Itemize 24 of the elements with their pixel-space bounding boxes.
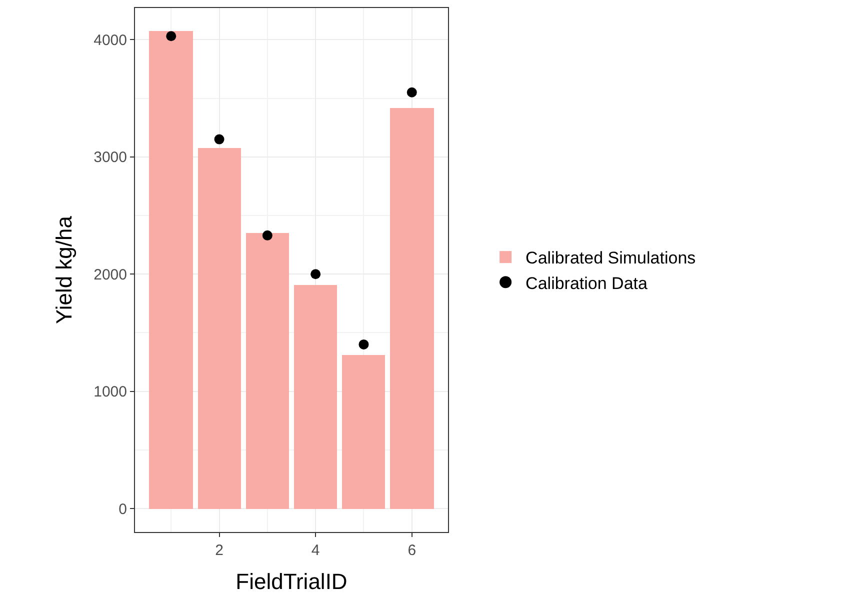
bar [294, 285, 337, 509]
x-tick-label: 2 [215, 542, 224, 559]
point [358, 339, 369, 350]
x-axis-title: FieldTrialID [236, 568, 348, 594]
point [310, 269, 321, 280]
point [166, 31, 176, 42]
bar [198, 148, 241, 509]
y-tick-label: 1000 [94, 384, 127, 401]
legend-label: Calibrated Simulations [526, 248, 696, 268]
y-tick-label: 4000 [94, 32, 127, 49]
legend-label: Calibration Data [526, 274, 648, 293]
y-axis-title: Yield kg/ha [51, 215, 76, 324]
y-tick-label: 2000 [94, 266, 127, 284]
bar [246, 233, 289, 509]
point [262, 230, 272, 240]
bar [342, 355, 385, 509]
x-tick-label: 6 [408, 542, 416, 559]
bar [390, 108, 434, 509]
y-tick-label: 0 [118, 500, 127, 518]
point [214, 134, 224, 144]
bar [149, 31, 193, 509]
y-tick-label: 3000 [94, 149, 127, 166]
x-tick-label: 4 [311, 542, 320, 559]
point [406, 87, 417, 98]
